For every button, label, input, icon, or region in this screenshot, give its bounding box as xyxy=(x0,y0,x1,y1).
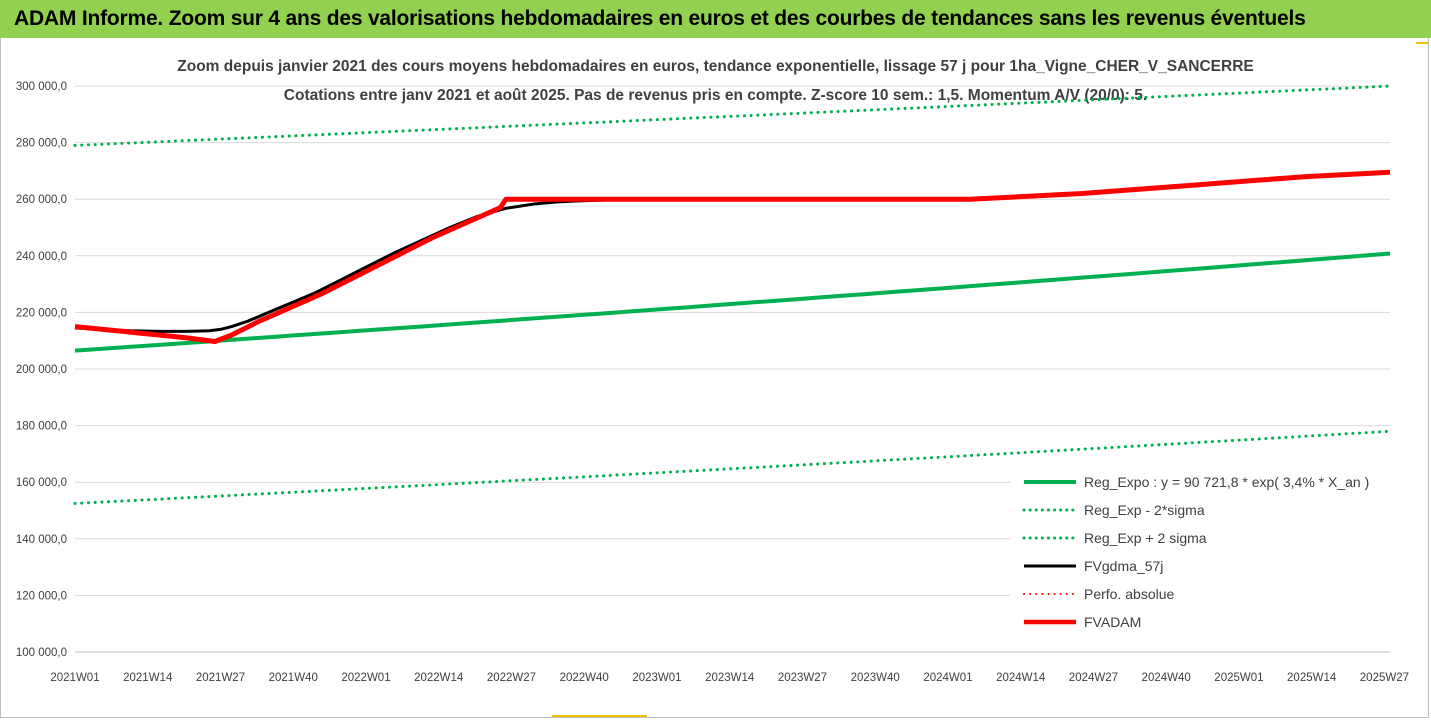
series-line-1 xyxy=(73,429,1392,505)
x-tick-label: 2022W01 xyxy=(341,672,390,684)
x-tick-label: 2023W14 xyxy=(705,672,755,684)
chart-subtitle: Cotations entre janv 2021 et août 2025. … xyxy=(283,87,1148,104)
y-tick-label: 180 000,0 xyxy=(16,421,67,433)
series-line-2 xyxy=(73,84,1392,147)
y-tick-label: 160 000,0 xyxy=(16,477,67,489)
legend-label: Reg_Exp - 2*sigma xyxy=(1084,502,1205,518)
report-banner: ADAM Informe. Zoom sur 4 ans des valoris… xyxy=(0,0,1431,38)
corner-mark-top-right xyxy=(1416,42,1428,44)
legend-box xyxy=(1010,466,1390,642)
x-tick-label: 2022W27 xyxy=(487,672,536,684)
y-tick-label: 100 000,0 xyxy=(16,647,67,659)
x-tick-label: 2025W27 xyxy=(1360,672,1409,684)
x-tick-label: 2022W40 xyxy=(560,672,609,684)
x-axis-ticks: 2021W01 2021W14 2021W27 2021W40 2022W01 2022W… xyxy=(50,672,1409,684)
x-tick-label: 2023W40 xyxy=(851,672,900,684)
y-tick-label: 120 000,0 xyxy=(16,590,67,602)
y-tick-label: 300 000,0 xyxy=(16,81,67,93)
legend-label: Reg_Expo : y = 90 721,8 * exp( 3,4% * X_… xyxy=(1084,474,1369,490)
legend-label: Reg_Exp + 2 sigma xyxy=(1084,530,1207,546)
x-tick-label: 2023W27 xyxy=(778,672,827,684)
x-tick-label: 2023W01 xyxy=(632,672,681,684)
x-tick-label: 2024W01 xyxy=(923,672,972,684)
x-tick-label: 2025W01 xyxy=(1214,672,1263,684)
legend: Reg_Expo : y = 90 721,8 * exp( 3,4% * X_… xyxy=(1010,466,1390,642)
x-tick-label: 2025W14 xyxy=(1287,672,1337,684)
y-tick-label: 200 000,0 xyxy=(16,364,67,376)
x-tick-label: 2021W27 xyxy=(196,672,245,684)
x-tick-label: 2024W40 xyxy=(1142,672,1191,684)
corner-mark-bottom-center xyxy=(552,715,647,717)
chart-title: Zoom depuis janvier 2021 des cours moyen… xyxy=(177,58,1254,75)
x-tick-label: 2024W14 xyxy=(996,672,1046,684)
series-line-5 xyxy=(74,169,1391,344)
y-tick-label: 220 000,0 xyxy=(16,307,67,319)
y-tick-label: 260 000,0 xyxy=(16,194,67,206)
y-tick-label: 280 000,0 xyxy=(16,138,67,150)
series-lines xyxy=(73,84,1392,505)
legend-label: Perfo. absolue xyxy=(1084,586,1174,602)
x-tick-label: 2021W14 xyxy=(123,672,173,684)
chart-frame xyxy=(0,38,1429,718)
x-tick-label: 2022W14 xyxy=(414,672,464,684)
y-axis-ticks: 100 000,0 120 000,0 140 000,0 160 000,0 180 … xyxy=(16,81,67,659)
x-tick-label: 2021W40 xyxy=(269,672,318,684)
legend-label: FVgdma_57j xyxy=(1084,558,1163,574)
y-tick-label: 140 000,0 xyxy=(16,534,67,546)
series-line-0 xyxy=(74,251,1391,353)
legend-label: FVADAM xyxy=(1084,614,1141,630)
x-tick-label: 2021W01 xyxy=(50,672,99,684)
y-tick-label: 240 000,0 xyxy=(16,251,67,263)
x-tick-label: 2024W27 xyxy=(1069,672,1118,684)
